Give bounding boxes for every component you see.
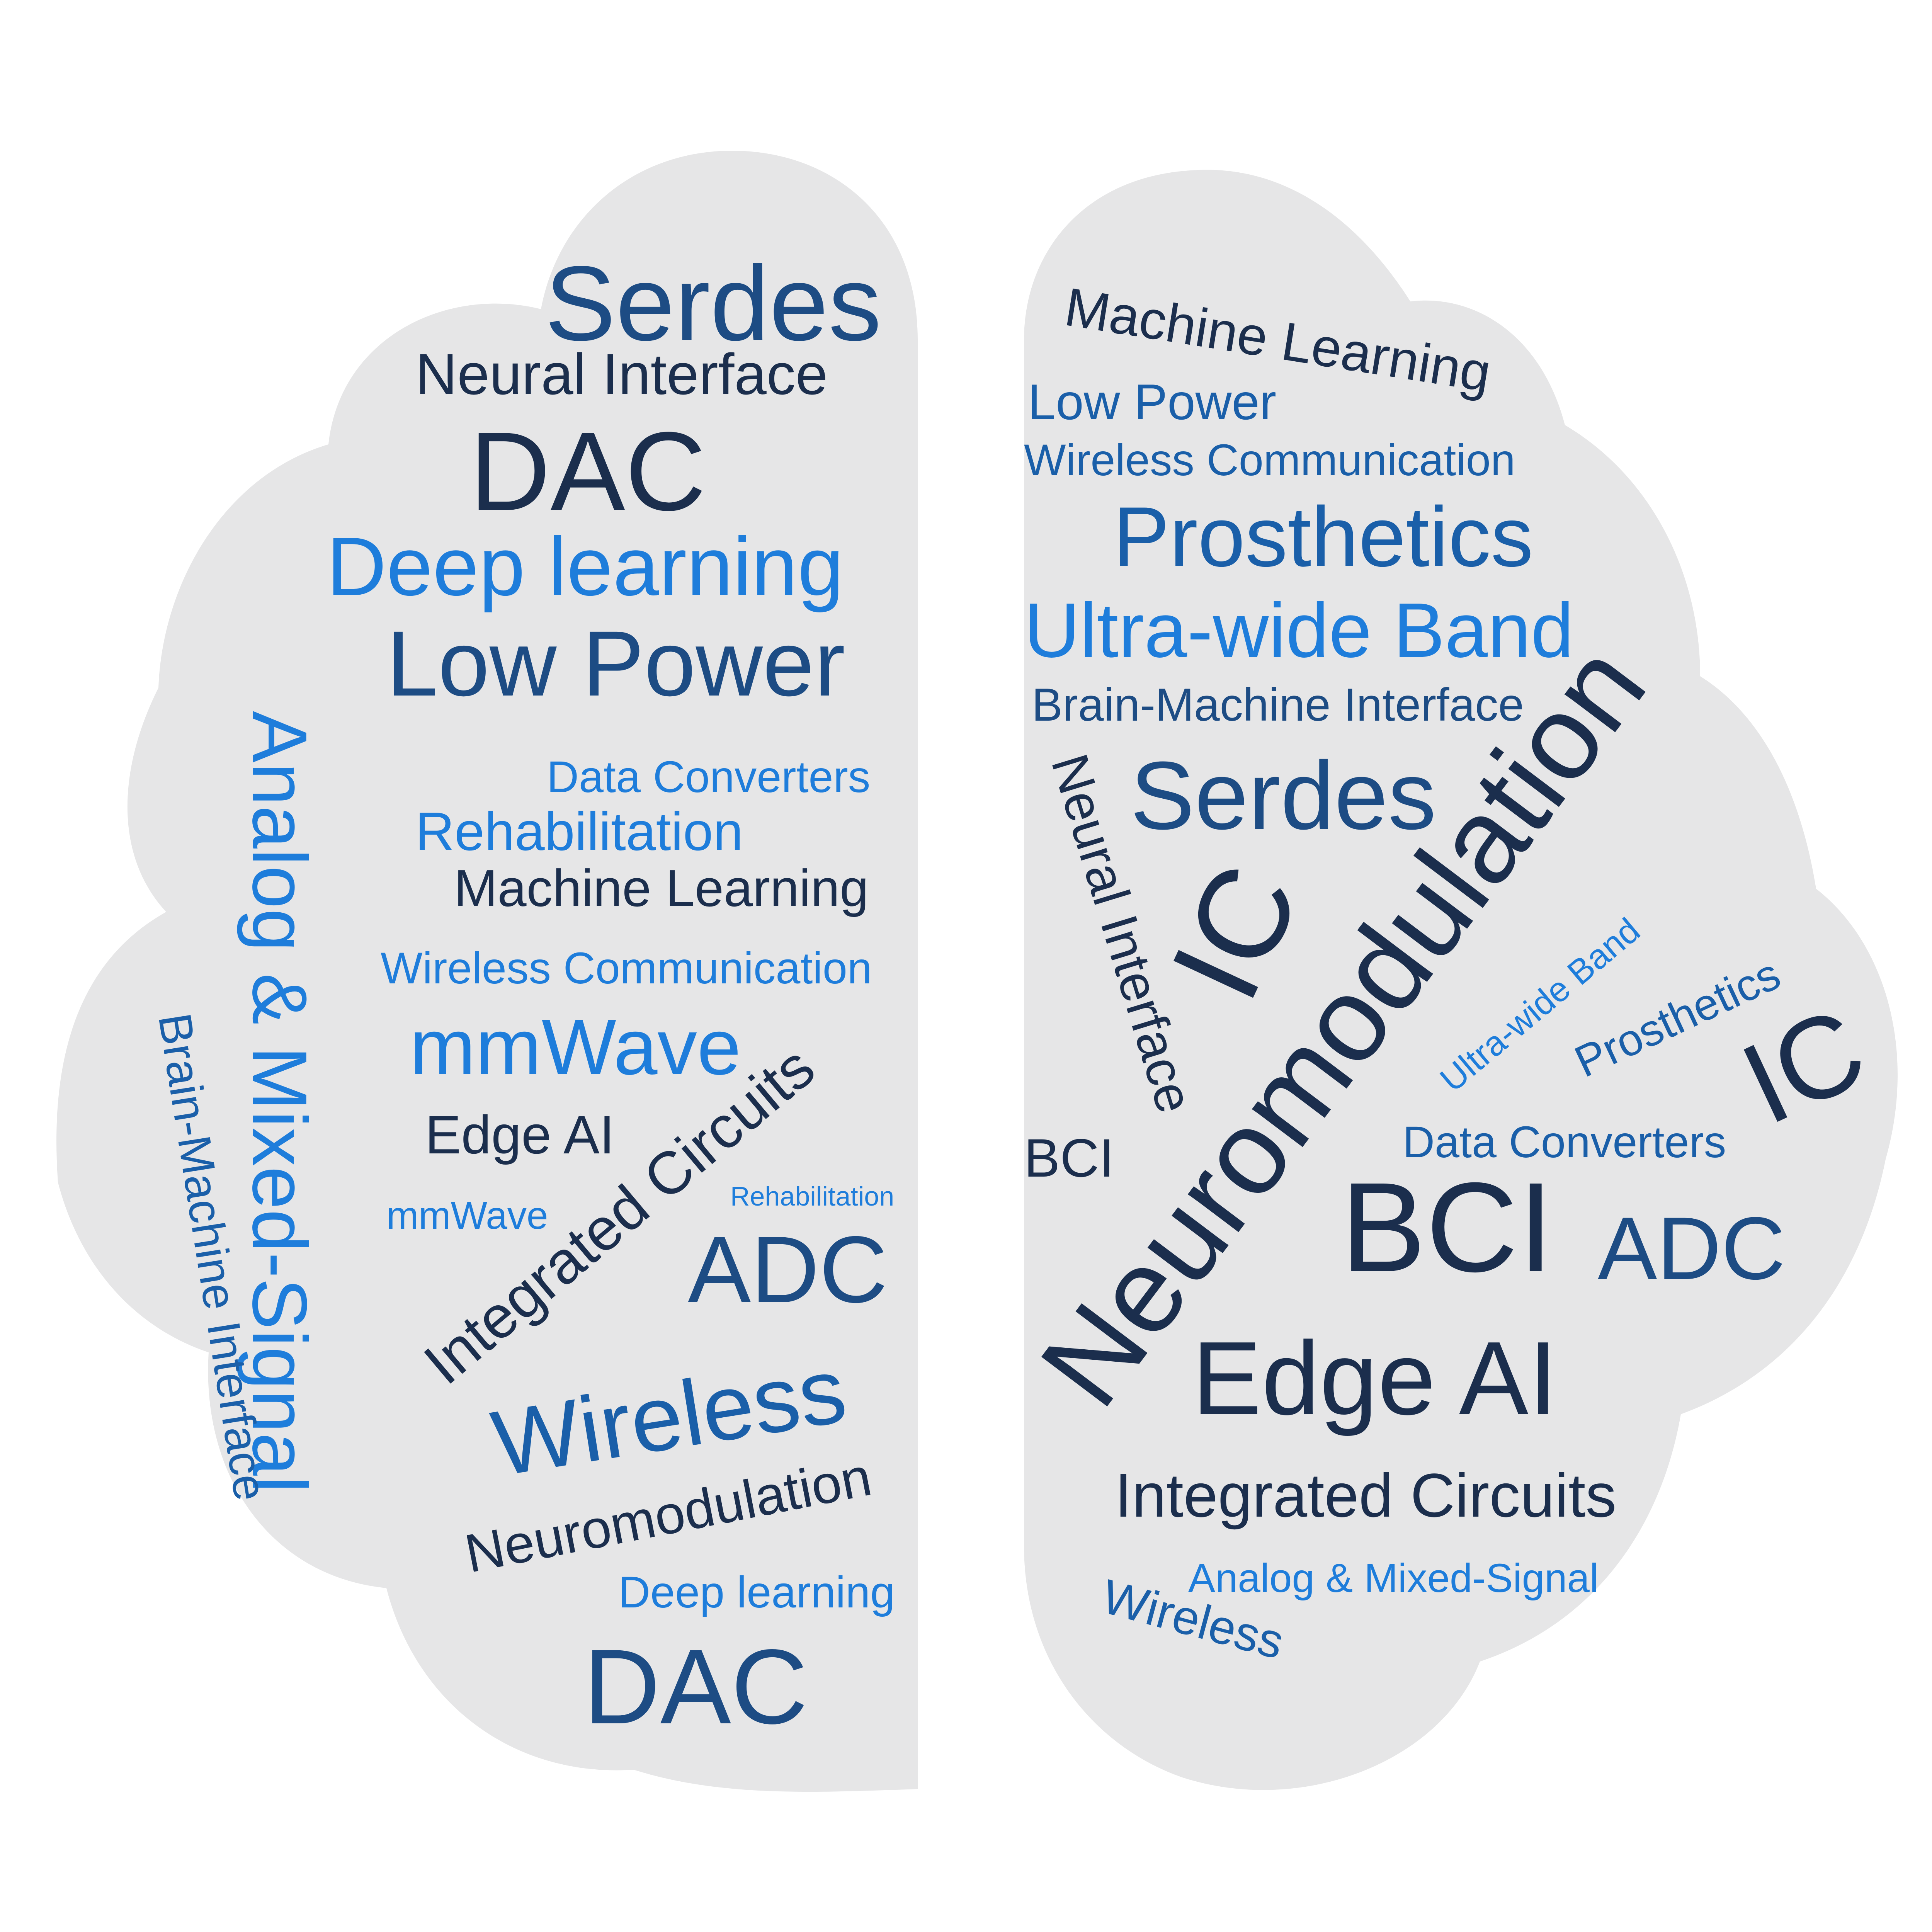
word-prosthetics-r: Prosthetics: [1113, 489, 1533, 584]
word-low-power-r: Low Power: [1028, 374, 1276, 430]
right-word-layer: Machine Learning Low Power Wireless Comm…: [1015, 276, 1883, 1670]
word-mmwave-small: mmWave: [386, 1194, 548, 1237]
word-neural-interface: Neural Interface: [415, 342, 828, 406]
word-adc: ADC: [688, 1216, 888, 1322]
right-hemisphere: Machine Learning Low Power Wireless Comm…: [1015, 170, 1898, 1790]
word-edge-ai: Edge AI: [425, 1104, 614, 1165]
word-ultra-wide-band-r: Ultra-wide Band: [1024, 587, 1574, 673]
word-dac: DAC: [469, 409, 706, 534]
word-machine-learning: Machine Learning: [454, 859, 869, 917]
word-serdes-r: Serdes: [1130, 742, 1436, 849]
word-rehabilitation-small: Rehabilitation: [730, 1181, 894, 1211]
right-hemisphere-shape: [1024, 170, 1898, 1790]
word-mmwave: mmWave: [410, 1003, 741, 1091]
left-hemisphere-shape: [56, 151, 918, 1792]
word-data-converters-r: Data Converters: [1403, 1117, 1726, 1167]
word-analog-mixed-signal: Analog & Mixed-Signal: [236, 711, 323, 1493]
word-bci-large: BCI: [1341, 1156, 1553, 1298]
word-serdes: Serdes: [545, 244, 881, 363]
word-rehabilitation: Rehabilitation: [415, 801, 743, 862]
word-adc-r: ADC: [1598, 1199, 1786, 1298]
word-integrated-circuits-r: Integrated Circuits: [1115, 1461, 1616, 1530]
word-deep-learning: Deep learning: [327, 520, 844, 613]
word-wireless-communication-r: Wireless Communication: [1024, 435, 1515, 485]
word-edge-ai-r: Edge AI: [1192, 1320, 1558, 1437]
left-hemisphere: Serdes Neural Interface DAC Deep learnin…: [56, 151, 918, 1792]
word-wireless-communication: Wireless Communication: [381, 944, 872, 993]
word-brain-machine-interface-r: Brain-Machine Interface: [1032, 679, 1524, 731]
word-data-converters: Data Converters: [547, 752, 870, 802]
word-low-power: Low Power: [386, 612, 845, 715]
word-analog-mixed-signal-r: Analog & Mixed-Signal: [1188, 1556, 1599, 1601]
word-deep-learning-small: Deep learning: [618, 1568, 895, 1617]
word-dac-bottom: DAC: [583, 1628, 808, 1746]
word-bci-small: BCI: [1024, 1128, 1114, 1188]
